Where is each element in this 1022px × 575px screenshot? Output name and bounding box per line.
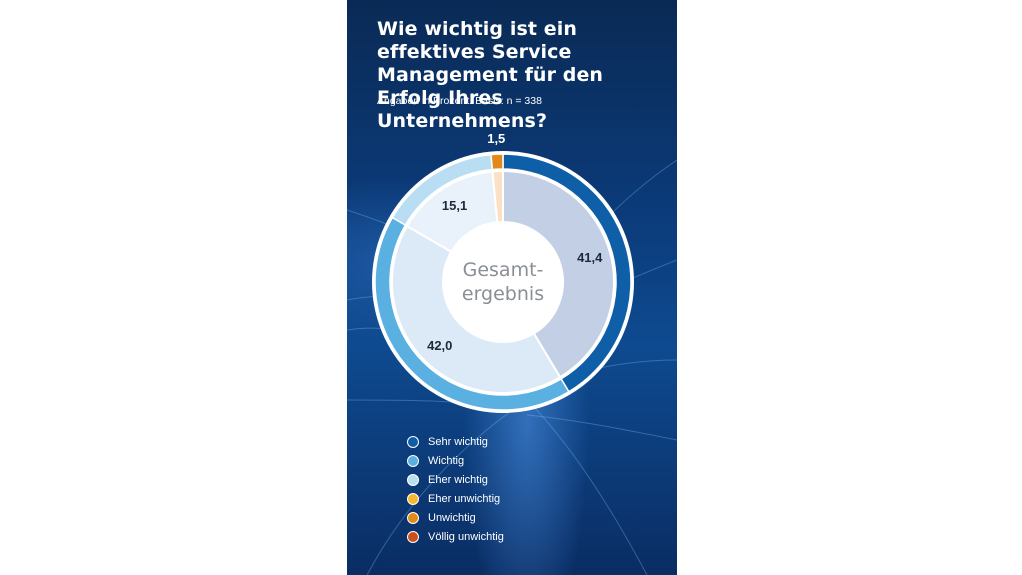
legend-swatch	[407, 511, 419, 524]
legend-label: Wichtig	[428, 454, 465, 467]
legend-swatch	[407, 530, 419, 543]
legend-label: Unwichtig	[428, 511, 476, 524]
legend-item: Wichtig	[407, 451, 504, 470]
slice-outer-unwichtig	[490, 153, 504, 171]
legend-swatch	[407, 435, 419, 448]
center-label-line-2: ergebnis	[462, 283, 544, 305]
data-label-unwichtig: 1,5	[487, 131, 505, 146]
legend-item: Unwichtig	[407, 508, 504, 527]
data-label-eher-wichtig: 15,1	[442, 198, 467, 213]
donut-center	[443, 222, 563, 342]
legend-label: Eher wichtig	[428, 473, 488, 486]
legend-item: Sehr wichtig	[407, 432, 504, 451]
legend-item: Eher wichtig	[407, 470, 504, 489]
network-line-7	[366, 399, 528, 575]
network-line-8	[526, 399, 648, 575]
legend-label: Eher unwichtig	[428, 492, 501, 505]
network-line-10	[526, 414, 677, 441]
donut-chart: Gesamt-ergebnis 41,4 42,0 15,1 1,5	[347, 131, 677, 575]
legend-swatch	[407, 473, 419, 486]
data-label-sehr-wichtig: 41,4	[577, 250, 603, 265]
legend-label: Völlig unwichtig	[428, 530, 504, 543]
legend-item: Völlig unwichtig	[407, 527, 504, 546]
chart-subtitle: Angaben in Prozent. Basis: n = 338	[377, 95, 542, 107]
legend-item: Eher unwichtig	[407, 489, 504, 508]
chart-title: Wie wichtig ist ein effektives Service M…	[377, 18, 604, 132]
chart-legend: Sehr wichtig Wichtig Eher wichtig Eher unwi…	[407, 432, 504, 546]
data-label-wichtig: 42,0	[427, 338, 452, 353]
legend-swatch	[407, 454, 419, 467]
legend-swatch	[407, 492, 419, 505]
infographic-panel: Wie wichtig ist ein effektives Service M…	[347, 0, 677, 575]
center-label-line-1: Gesamt-	[463, 259, 544, 281]
legend-label: Sehr wichtig	[428, 435, 488, 448]
